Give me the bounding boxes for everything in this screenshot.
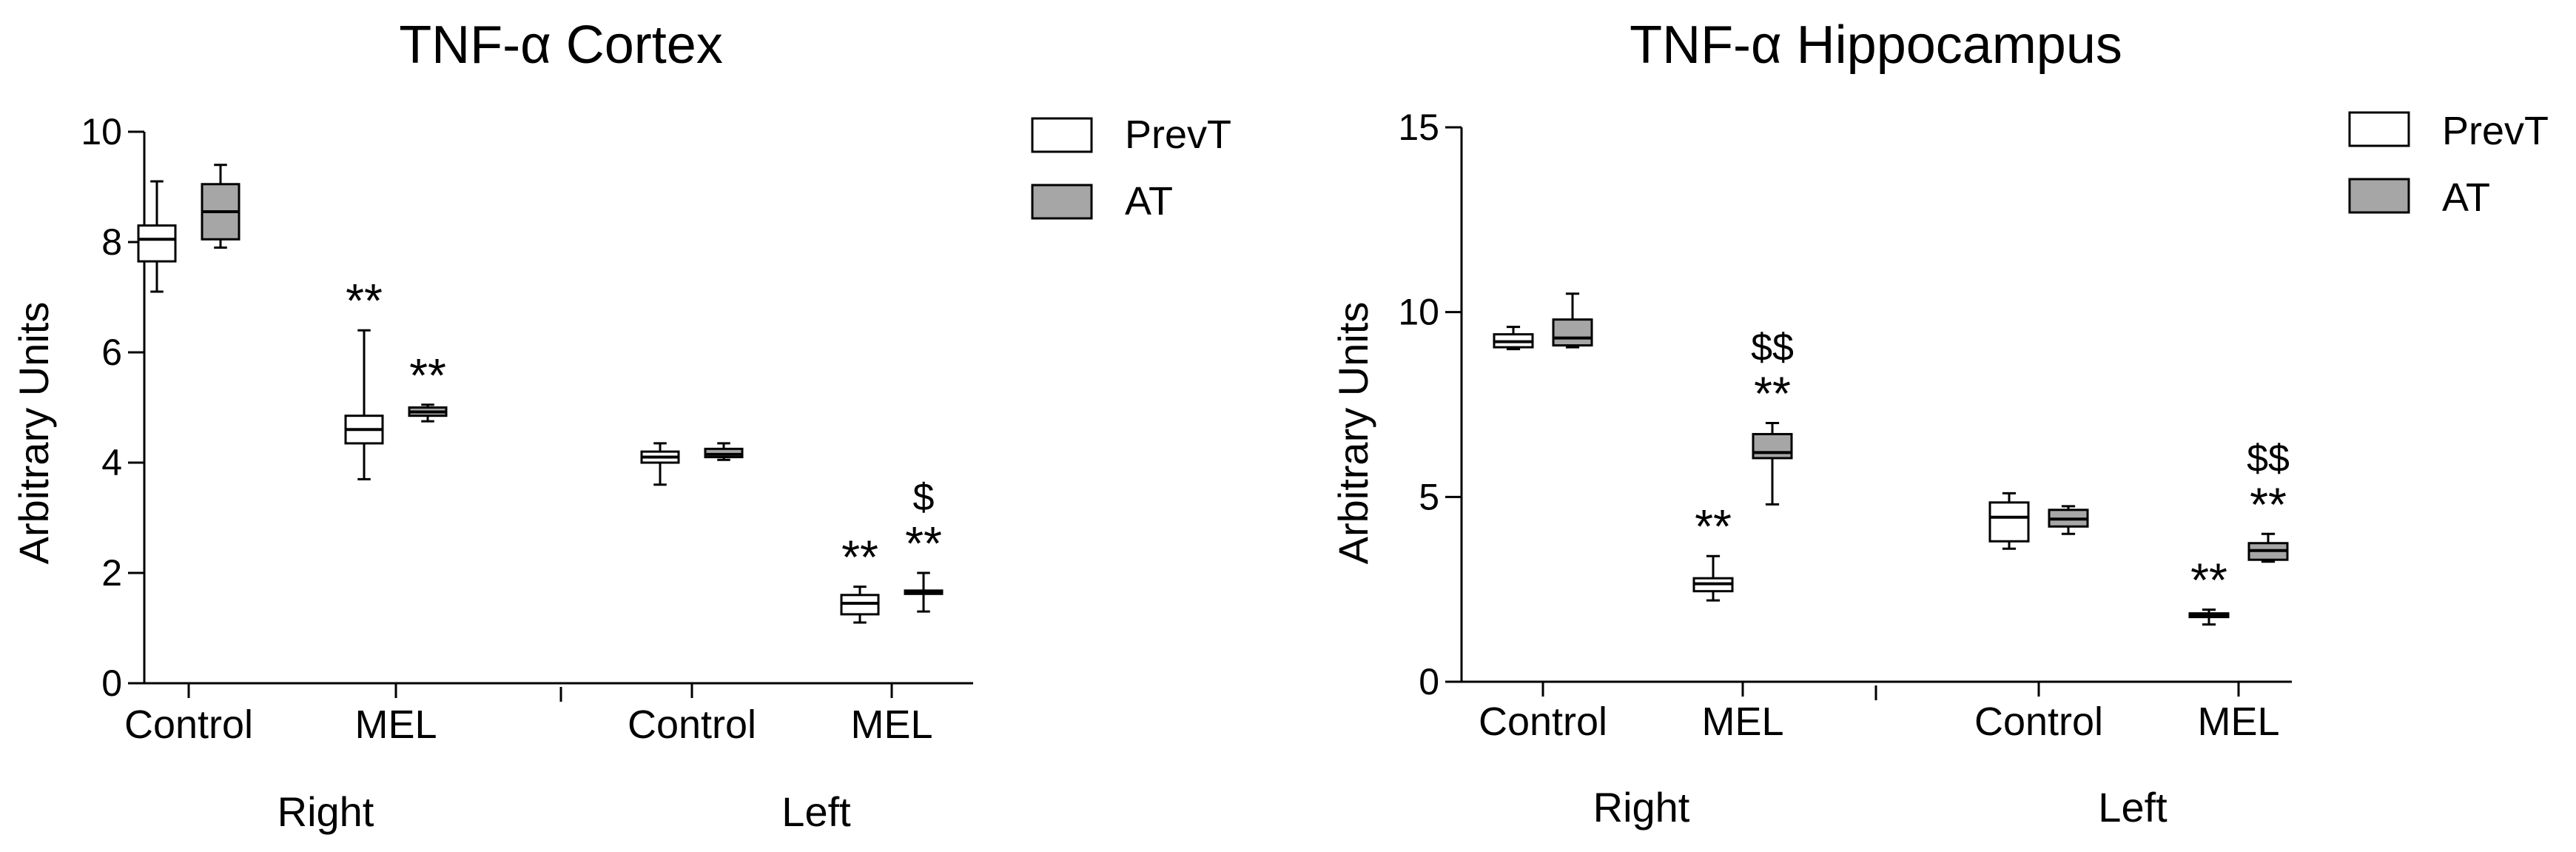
- y-axis-title: Arbitrary Units: [1330, 302, 1376, 565]
- box-at: **$$: [1751, 326, 1794, 506]
- y-tick-label: 2: [101, 552, 122, 594]
- y-axis-title: Arbitrary Units: [10, 302, 57, 565]
- box-iqr: [1552, 318, 1593, 347]
- y-tick-label: 0: [101, 663, 122, 704]
- box-prevt: **: [1692, 500, 1734, 602]
- y-tick-label: 10: [81, 111, 122, 152]
- y-axis: 0 2 4 6 8 10: [81, 111, 146, 704]
- x-axis-categories: Control MEL Control MEL: [124, 682, 973, 747]
- significance-label-secondary: $: [913, 476, 935, 519]
- legend-label-at: AT: [2442, 175, 2490, 220]
- significance-label: **: [1695, 500, 1732, 553]
- legend-swatch-prevt: [2348, 111, 2410, 147]
- y-tick-label: 0: [1419, 661, 1439, 702]
- box-prevt: **: [344, 274, 384, 480]
- plot-area: ********$: [137, 164, 944, 624]
- plot-area: ******$$**$$: [1493, 292, 2290, 626]
- box-at: [704, 442, 744, 461]
- legend: PrevT AT: [2348, 109, 2549, 220]
- x-axis-categories: Control MEL Control MEL: [1462, 680, 2292, 744]
- y-tick-label: 15: [1398, 107, 1439, 148]
- group-label-left: Left: [781, 788, 851, 835]
- y-tick-label: 10: [1398, 292, 1439, 333]
- chart-title: TNF-α Cortex: [399, 16, 723, 75]
- box-iqr: [137, 224, 177, 263]
- x-tick-label: Control: [1479, 700, 1607, 744]
- legend-swatch-at: [2348, 178, 2410, 214]
- box-iqr: [1988, 501, 2030, 543]
- box-at: [2048, 505, 2089, 535]
- x-tick-label: MEL: [2197, 700, 2279, 744]
- x-tick-label: MEL: [1701, 700, 1783, 744]
- box-at: [1552, 292, 1593, 349]
- x-tick-label: Control: [1974, 700, 2103, 744]
- legend-swatch-at: [1031, 184, 1093, 220]
- legend: PrevT AT: [1031, 113, 1231, 224]
- box-at: [201, 164, 241, 249]
- x-tick-label: Control: [124, 702, 253, 747]
- legend-label-prevt: PrevT: [1125, 113, 1231, 157]
- box-at: **$: [904, 476, 944, 613]
- box-prevt: [137, 180, 177, 293]
- x-tick-label: MEL: [354, 702, 437, 747]
- significance-label: **: [1754, 366, 1791, 420]
- significance-label: **: [2250, 477, 2287, 531]
- significance-label: **: [841, 531, 878, 584]
- x-tick-label: Control: [628, 702, 756, 747]
- box-iqr: [1752, 432, 1793, 460]
- legend-label-at: AT: [1125, 179, 1173, 224]
- legend-label-prevt: PrevT: [2442, 109, 2549, 153]
- significance-label-secondary: $$: [1751, 326, 1794, 369]
- box-at: **: [408, 349, 448, 423]
- x-tick-label: MEL: [850, 702, 932, 747]
- box-prevt: [1988, 492, 2030, 550]
- y-tick-label: 6: [101, 332, 122, 373]
- group-label-right: Right: [278, 788, 374, 835]
- box-prevt: [1493, 326, 1534, 351]
- y-tick-label: 5: [1419, 476, 1439, 517]
- significance-label: **: [905, 517, 942, 570]
- significance-label-secondary: $$: [2247, 437, 2290, 480]
- box-prevt: [640, 442, 680, 486]
- box-prevt: **: [840, 531, 880, 624]
- group-label-right: Right: [1593, 784, 1690, 831]
- significance-label: **: [346, 274, 383, 327]
- chart-panel-hippocampus: TNF-α Hippocampus Arbitrary Units 0 5 10 15…: [1330, 16, 2549, 831]
- box-at: **$$: [2247, 437, 2290, 563]
- box-prevt: **: [2188, 554, 2230, 626]
- y-axis: 0 5 10 15: [1398, 107, 1463, 702]
- y-tick-label: 8: [101, 221, 122, 263]
- legend-swatch-prevt: [1031, 117, 1093, 153]
- chart-title: TNF-α Hippocampus: [1630, 16, 2122, 75]
- group-label-left: Left: [2098, 784, 2168, 831]
- significance-label: **: [2190, 554, 2227, 607]
- significance-label: **: [409, 349, 446, 402]
- y-tick-label: 4: [101, 442, 122, 483]
